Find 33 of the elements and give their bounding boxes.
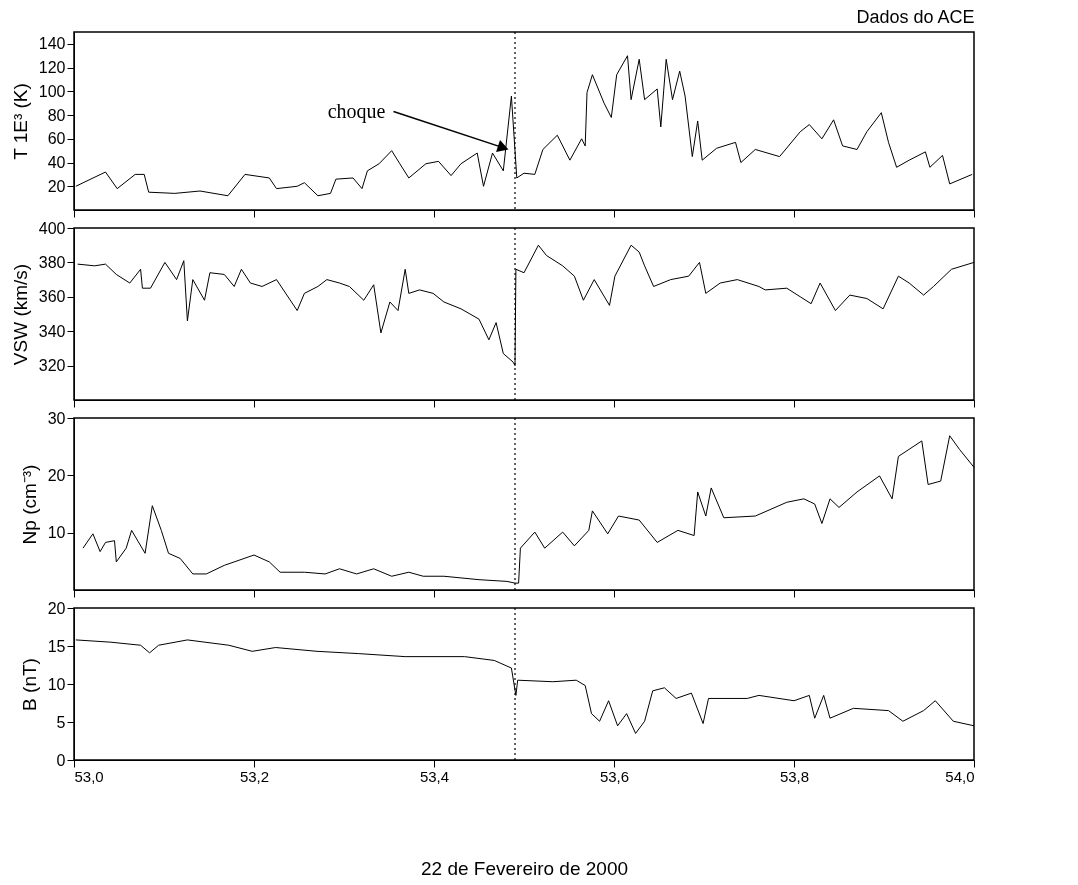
x-tick-label: 53,8 [779, 767, 810, 785]
y-axis-title: T 1E³ (K) [9, 83, 31, 160]
y-tick-label: 60 [47, 130, 66, 148]
y-axis-title: Np (cm⁻³) [18, 464, 40, 545]
x-tick-label: 53,2 [239, 767, 270, 785]
y-tick-label: 15 [47, 637, 66, 655]
y-tick-label: 380 [38, 253, 66, 271]
y-tick-label: 140 [38, 35, 66, 53]
x-tick-label: 53,4 [419, 767, 450, 785]
y-tick-label: 20 [47, 466, 66, 484]
y-tick-label: 320 [38, 357, 66, 375]
x-tick-label: 53,0 [74, 767, 104, 785]
x-axis-title: 22 de Fevereiro de 2000 [420, 857, 629, 879]
y-axis-title: B (nT) [18, 658, 40, 711]
chart-title: Dados do ACE [856, 7, 975, 28]
y-tick-label: 10 [47, 675, 66, 693]
y-tick-label: 80 [47, 106, 66, 124]
y-tick-label: 30 [47, 409, 66, 427]
x-tick-label: 53,6 [599, 767, 630, 785]
y-tick-label: 20 [47, 177, 66, 195]
annotation: choque [327, 99, 386, 123]
y-tick-label: 340 [38, 322, 66, 340]
y-tick-label: 0 [56, 751, 66, 769]
y-tick-label: 120 [38, 59, 66, 77]
y-axis-title: VSW (km/s) [9, 263, 31, 366]
y-tick-label: 100 [38, 82, 66, 100]
y-tick-label: 5 [56, 713, 66, 731]
x-tick-label: 54,0 [945, 767, 975, 785]
y-tick-label: 20 [47, 599, 66, 617]
y-tick-label: 10 [47, 524, 66, 542]
y-tick-label: 360 [38, 288, 66, 306]
y-tick-label: 400 [38, 219, 66, 237]
y-tick-label: 40 [47, 154, 66, 172]
